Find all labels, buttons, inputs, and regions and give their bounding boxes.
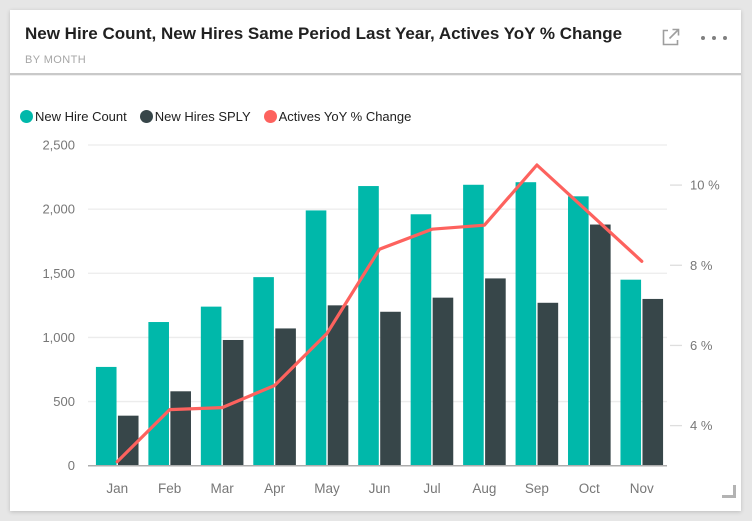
left-axis-tick-label: 2,500 [42, 138, 75, 153]
legend-label: New Hire Count [35, 109, 127, 124]
combo-chart: 0 500 1,000 1,500 2,000 2,500 4 % 6 % 8 % 10 % Jan… [42, 138, 720, 497]
legend-label: New Hires SPLY [154, 109, 251, 124]
x-axis-label-nov: Nov [630, 481, 654, 496]
bar-new-hires-sply-apr[interactable] [275, 328, 296, 466]
x-axis-label-aug: Aug [472, 481, 496, 496]
visual-title: New Hire Count, New Hires Same Period La… [25, 24, 623, 43]
resize-handle[interactable] [722, 485, 736, 498]
bar-new-hire-count-jan[interactable] [95, 366, 117, 466]
line-actives-yoy-change[interactable] [115, 163, 644, 464]
bar-new-hires-sply-sep[interactable] [537, 302, 559, 466]
x-axis-label-may: May [314, 481, 340, 496]
right-axis-tick-label: 10 % [690, 178, 720, 193]
bar-new-hires-sply-nov[interactable] [642, 298, 664, 466]
bar-new-hire-count-aug[interactable] [463, 184, 484, 466]
bar-new-hires-sply-aug[interactable] [485, 278, 506, 466]
x-axis-label-oct: Oct [579, 481, 600, 496]
more-options-icon [723, 36, 727, 40]
right-axis-tick-label: 4 % [690, 418, 713, 433]
x-axis-label-feb: Feb [158, 481, 181, 496]
bar-new-hire-count-apr[interactable] [253, 277, 274, 466]
legend-swatch-circle [20, 110, 33, 123]
x-axis-label-jun: Jun [369, 481, 391, 496]
bar-new-hires-sply-jul[interactable] [432, 297, 454, 466]
legend-item-new-hires-sply[interactable]: New Hires SPLY [139, 109, 251, 124]
bar-new-hires-sply-feb[interactable] [170, 391, 191, 466]
bar-new-hire-count-jun[interactable] [358, 186, 379, 466]
more-options-icon [712, 36, 716, 40]
focus-mode-icon [662, 28, 680, 46]
legend-item-new-hire-count[interactable]: New Hire Count [20, 109, 127, 124]
bar-new-hire-count-jul[interactable] [410, 214, 432, 466]
x-axis-label-sep: Sep [525, 481, 549, 496]
legend: New Hire Count New Hires SPLY Actives Yo… [20, 109, 411, 124]
left-axis-tick-label: 2,000 [42, 202, 75, 217]
bar-new-hires-sply-oct[interactable] [590, 224, 611, 466]
left-axis-tick-label: 1,000 [42, 330, 75, 345]
right-axis-tick-label: 8 % [690, 258, 713, 273]
x-axis-label-mar: Mar [211, 481, 235, 496]
title-fade [620, 20, 720, 48]
x-axis-label-apr: Apr [264, 481, 286, 496]
left-axis-tick-label: 1,500 [42, 266, 75, 281]
right-axis-tick-label: 6 % [690, 338, 713, 353]
x-axis-label-jan: Jan [106, 481, 128, 496]
legend-item-actives-yoy[interactable]: Actives YoY % Change [263, 109, 412, 124]
header-divider [10, 73, 741, 76]
bar-new-hire-count-oct[interactable] [568, 196, 589, 466]
bar-new-hire-count-may[interactable] [305, 210, 327, 466]
bar-new-hires-sply-jun[interactable] [380, 311, 401, 466]
left-axis-tick-label: 0 [68, 458, 75, 473]
more-options-icon [701, 36, 705, 40]
bar-new-hire-count-feb[interactable] [148, 322, 169, 466]
visual-card: 0 500 1,000 1,500 2,000 2,500 4 % 6 % 8 % 10 % Jan… [10, 10, 741, 511]
more-options-button[interactable] [694, 30, 734, 46]
left-axis-tick-label: 500 [53, 394, 75, 409]
bar-new-hires-sply-may[interactable] [327, 305, 349, 466]
legend-swatch-circle [139, 110, 153, 123]
legend-swatch-circle [263, 110, 277, 123]
bar-new-hire-count-sep[interactable] [515, 182, 537, 466]
focus-mode-button[interactable] [660, 26, 682, 48]
bar-new-hires-sply-jan[interactable] [117, 415, 139, 466]
x-axis-label-jul: Jul [423, 481, 440, 496]
bar-new-hire-count-mar[interactable] [200, 306, 222, 466]
legend-label: Actives YoY % Change [278, 109, 412, 124]
bar-new-hire-count-nov[interactable] [620, 279, 642, 466]
visual-subtitle: BY MONTH [25, 54, 87, 66]
